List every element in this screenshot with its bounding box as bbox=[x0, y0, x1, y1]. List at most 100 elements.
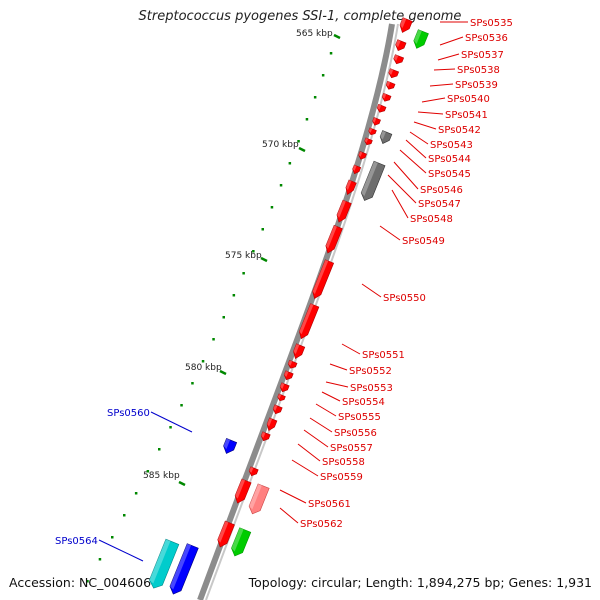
minor-tick bbox=[252, 250, 255, 253]
leader-line-sps0554 bbox=[321, 391, 341, 402]
gene-cyan bbox=[149, 538, 180, 589]
leader-line-sps0542 bbox=[413, 121, 437, 130]
leader-line-sps0556 bbox=[309, 417, 333, 433]
leader-line-sps0548 bbox=[391, 189, 409, 219]
gene-red-4 bbox=[385, 80, 396, 90]
minor-tick bbox=[305, 118, 309, 121]
gene-label-sps0536: SPs0536 bbox=[465, 33, 508, 44]
minor-tick bbox=[86, 580, 89, 583]
leader-line-sps0553 bbox=[325, 381, 349, 388]
gene-label-sps0554: SPs0554 bbox=[342, 397, 385, 408]
gene-blue-small bbox=[223, 438, 238, 454]
leader-line-sps0551 bbox=[341, 343, 361, 355]
minor-tick bbox=[123, 514, 126, 517]
minor-tick bbox=[169, 426, 172, 429]
leader-line-sps0546 bbox=[393, 161, 419, 190]
gene-red-6 bbox=[376, 103, 387, 113]
gene-red-25 bbox=[248, 466, 259, 477]
minor-tick bbox=[134, 492, 138, 495]
gene-label-sps0558: SPs0558 bbox=[322, 457, 365, 468]
gene-red-16 bbox=[299, 303, 320, 340]
leader-line-sps0549 bbox=[379, 225, 401, 241]
gene-label-sps0538: SPs0538 bbox=[457, 65, 500, 76]
leader-line-sps0547 bbox=[387, 174, 417, 204]
scale-label-565: 565 kbp bbox=[296, 29, 333, 39]
gene-label-sps0537: SPs0537 bbox=[461, 50, 504, 61]
gene-label-sps0556: SPs0556 bbox=[334, 428, 377, 439]
gene-label-sps0559: SPs0559 bbox=[320, 472, 363, 483]
gene-label-sps0545: SPs0545 bbox=[428, 169, 471, 180]
gene-gray-large bbox=[360, 160, 386, 201]
gene-label-sps0553: SPs0553 bbox=[350, 383, 393, 394]
minor-tick bbox=[329, 52, 333, 55]
gene-label-sps0539: SPs0539 bbox=[455, 80, 498, 91]
gene-label-sps0546: SPs0546 bbox=[420, 185, 463, 196]
leader-line-sps0550 bbox=[361, 283, 382, 298]
leader-line-sps0557 bbox=[303, 429, 329, 448]
gene-label-sps0561: SPs0561 bbox=[308, 499, 351, 510]
gene-gray-small bbox=[379, 130, 393, 144]
minor-tick bbox=[158, 448, 161, 451]
leader-line-sps0558 bbox=[297, 443, 321, 462]
minor-tick bbox=[321, 74, 325, 77]
gene-label-sps0543: SPs0543 bbox=[430, 140, 473, 151]
gene-label-sps0551: SPs0551 bbox=[362, 350, 405, 361]
gene-red-18 bbox=[287, 359, 298, 369]
leader-line-sps0538 bbox=[433, 68, 456, 71]
gene-red-19 bbox=[283, 370, 294, 381]
leader-line-sps0561 bbox=[279, 489, 307, 504]
scale-label-585: 585 kbp bbox=[143, 471, 180, 481]
minor-tick bbox=[270, 206, 274, 209]
gene-label-sps0550: SPs0550 bbox=[383, 293, 426, 304]
gene-red-7 bbox=[372, 117, 381, 126]
gene-label-sps0542: SPs0542 bbox=[438, 125, 481, 136]
leader-line-sps0537 bbox=[437, 53, 460, 61]
gene-label-sps0547: SPs0547 bbox=[418, 199, 461, 210]
gene-label-sps0548: SPs0548 bbox=[410, 214, 453, 225]
minor-tick bbox=[146, 470, 150, 473]
minor-tick bbox=[111, 536, 114, 539]
minor-tick bbox=[242, 272, 245, 275]
minor-tick bbox=[297, 140, 300, 143]
minor-tick bbox=[313, 96, 317, 99]
gene-red-13 bbox=[336, 199, 352, 223]
leader-line-sps0545 bbox=[399, 149, 427, 174]
gene-red-11 bbox=[352, 164, 362, 175]
gene-label-sps0552: SPs0552 bbox=[349, 366, 392, 377]
minor-tick bbox=[222, 316, 225, 319]
leader-line-sps0562 bbox=[279, 507, 299, 524]
leader-line-sps0544 bbox=[405, 139, 427, 159]
minor-tick bbox=[180, 404, 183, 407]
gene-labels: SPs0535 SPs0536 SPs0537 SPs0538 SPs0539 SPs05… bbox=[55, 18, 513, 547]
leader-line-sps0539 bbox=[429, 83, 454, 87]
gene-label-sps0555: SPs0555 bbox=[338, 412, 381, 423]
genome-title: Streptococcus pyogenes SSI-1, complete g… bbox=[138, 9, 462, 24]
leader-line-sps0540 bbox=[421, 97, 446, 103]
leader-line-sps0541 bbox=[417, 111, 444, 115]
gene-label-sps0557: SPs0557 bbox=[330, 443, 373, 454]
backbone-arc bbox=[197, 23, 395, 600]
gene-label-sps0549: SPs0549 bbox=[402, 236, 445, 247]
gene-green-bottom bbox=[231, 527, 252, 557]
minor-tick bbox=[279, 184, 283, 187]
gene-label-sps0544: SPs0544 bbox=[428, 154, 471, 165]
leader-line-sps0559 bbox=[291, 459, 319, 477]
gene-label-sps0541: SPs0541 bbox=[445, 110, 488, 121]
leader-line-sps0555 bbox=[315, 403, 337, 417]
gene-red-23 bbox=[266, 417, 278, 432]
leader-line-sps0543 bbox=[409, 131, 429, 145]
scale-label-580: 580 kbp bbox=[185, 363, 222, 373]
minor-tick bbox=[232, 294, 236, 297]
gene-label-sps0562: SPs0562 bbox=[300, 519, 343, 530]
major-ticks bbox=[178, 33, 341, 487]
leader-line-sps0552 bbox=[329, 363, 348, 371]
gene-pink bbox=[248, 483, 270, 515]
gene-label-sps0560: SPs0560 bbox=[107, 408, 150, 419]
gene-red-10 bbox=[358, 151, 367, 160]
minor-tick bbox=[201, 360, 205, 363]
gene-red-21 bbox=[277, 393, 286, 402]
gene-red-1 bbox=[395, 39, 407, 52]
scale-label-570: 570 kbp bbox=[262, 140, 299, 150]
